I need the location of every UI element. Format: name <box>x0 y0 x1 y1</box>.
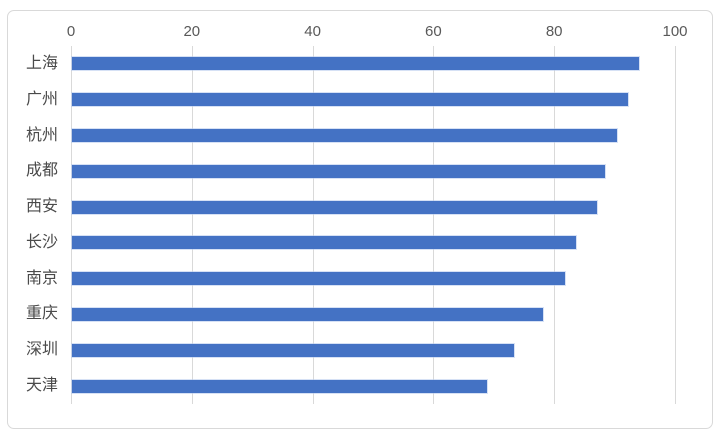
bar <box>72 129 617 142</box>
category-label: 长沙 <box>25 234 58 251</box>
category-label: 上海 <box>25 55 58 72</box>
bar-chart: 0 20 40 60 80 100 上海广州杭州成都西安长沙南京重庆深圳天津 <box>7 10 713 429</box>
x-axis-tick-label: 80 <box>545 23 563 40</box>
bar <box>72 380 487 393</box>
gridline <box>313 46 314 404</box>
x-axis-tick-label: 20 <box>183 23 201 40</box>
category-label: 重庆 <box>25 305 58 322</box>
category-label: 深圳 <box>25 341 58 358</box>
bar <box>72 236 576 249</box>
category-label: 广州 <box>25 91 58 108</box>
bar <box>72 344 514 357</box>
category-label: 天津 <box>25 377 58 394</box>
category-label: 南京 <box>25 270 58 287</box>
bar <box>72 201 597 214</box>
gridline <box>192 46 193 404</box>
bar <box>72 93 628 106</box>
x-axis-tick-label: 100 <box>662 23 688 40</box>
bar <box>72 308 543 321</box>
gridline <box>554 46 555 404</box>
category-label: 成都 <box>25 162 58 179</box>
category-label: 杭州 <box>25 127 58 144</box>
gridline <box>675 46 676 404</box>
bar <box>72 57 639 70</box>
x-axis-tick-label: 60 <box>425 23 442 40</box>
x-axis-tick-label: 40 <box>304 23 321 40</box>
bar <box>72 272 565 285</box>
gridline <box>433 46 434 404</box>
gridline <box>71 46 72 404</box>
bar <box>72 165 605 178</box>
x-axis-tick-label: 0 <box>66 23 76 40</box>
category-label: 西安 <box>25 198 58 215</box>
